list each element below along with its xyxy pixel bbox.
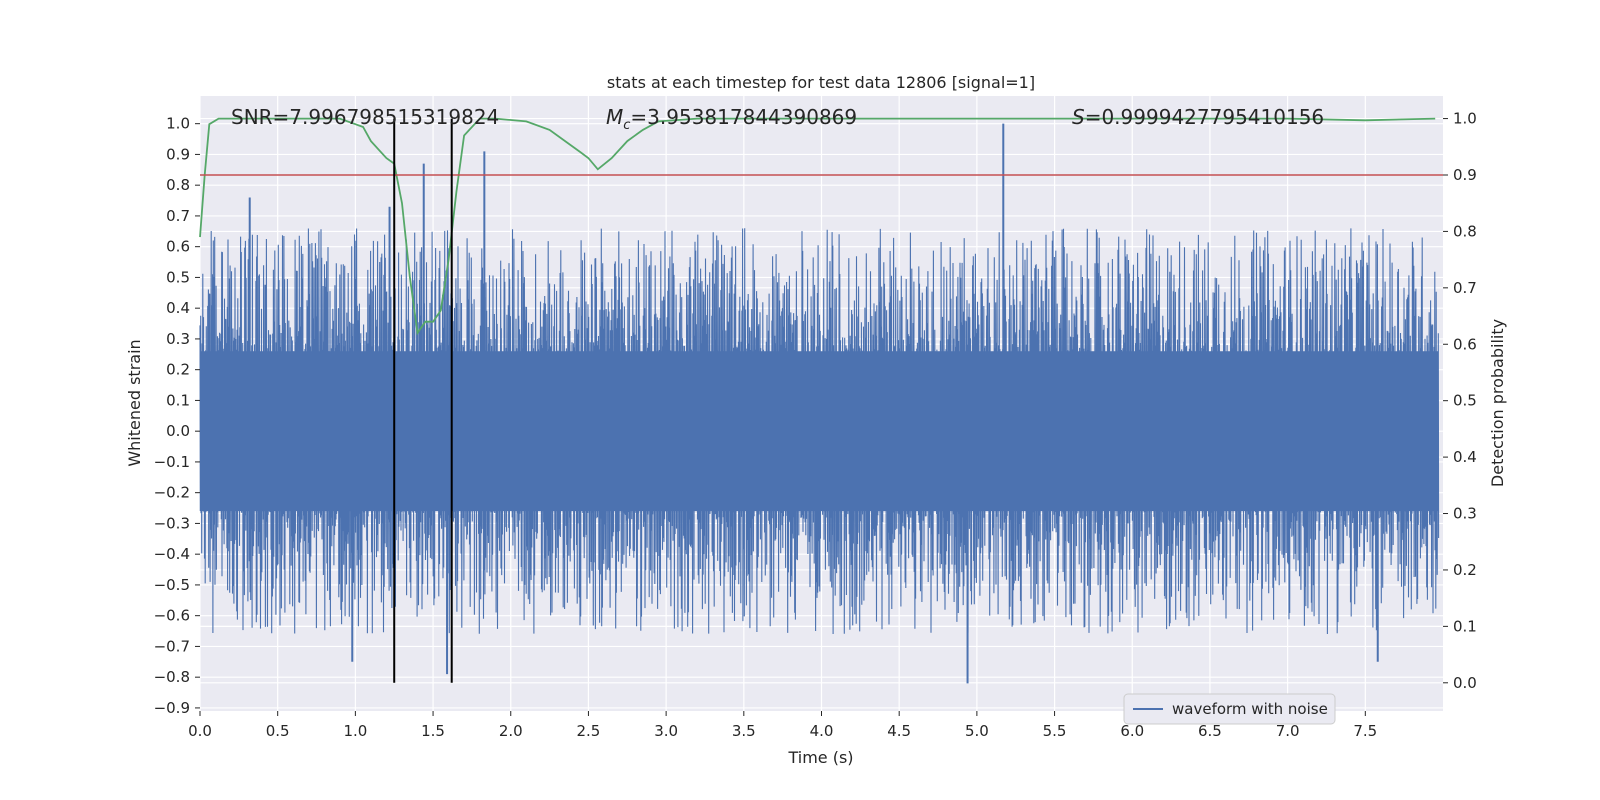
x-tick-label: 4.0: [810, 722, 834, 740]
chirp-mass-symbol: M: [606, 105, 623, 129]
y-tick-label: −0.6: [154, 607, 190, 625]
significance-value: =0.9999427795410156: [1085, 105, 1324, 129]
axes: 0.0 0.5 1.0 1.5 2.0 2.5 3.0 3.5 4.0 4.5 5.0 5.5 6.0 6…: [154, 110, 1477, 740]
x-tick-label: 3.5: [732, 722, 756, 740]
strain-series: [199, 123, 1440, 684]
chirp-mass-annotation: Mc=3.953817844390869: [606, 105, 857, 133]
y-tick-label: 0.8: [166, 176, 190, 194]
x-tick-label: 5.5: [1043, 722, 1067, 740]
y-tick-label: 0.0: [166, 422, 190, 440]
y2-tick-label: 0.0: [1453, 674, 1477, 692]
y2-axis-label: Detection probability: [1488, 319, 1507, 487]
x-tick-label: 7.5: [1353, 722, 1377, 740]
y-axis-label: Whitened strain: [125, 339, 144, 466]
y2-tick-label: 0.8: [1453, 222, 1477, 240]
y-tick-label: 0.2: [166, 361, 190, 379]
y2-tick-label: 0.6: [1453, 335, 1477, 353]
detection-probability-line: [199, 117, 1436, 336]
y-tick-label: 0.4: [166, 299, 190, 317]
chirp-mass-subscript: c: [623, 118, 630, 133]
y-tick-label: 0.9: [166, 145, 190, 163]
x-tick-label: 5.0: [965, 722, 989, 740]
y-tick-label: −0.5: [154, 576, 190, 594]
y-tick-label: −0.4: [154, 545, 190, 563]
y2-tick-label: 0.9: [1453, 166, 1477, 184]
chirp-mass-value: =3.953817844390869: [630, 105, 857, 129]
x-tick-label: 0.5: [266, 722, 290, 740]
x-tick-label: 0.0: [188, 722, 212, 740]
y2-tick-label: 0.5: [1453, 392, 1477, 410]
x-tick-label: 2.5: [577, 722, 601, 740]
x-tick-label: 7.0: [1276, 722, 1300, 740]
y2-tick-label: 0.7: [1453, 279, 1477, 297]
x-tick-label: 6.0: [1120, 722, 1144, 740]
y2-tick-label: 0.3: [1453, 505, 1477, 523]
x-tick-label: 2.0: [499, 722, 523, 740]
x-tick-label: 6.5: [1198, 722, 1222, 740]
y-tick-label: 0.1: [166, 391, 190, 409]
significance-annotation: S=0.9999427795410156: [1072, 105, 1324, 129]
x-tick-label: 1.0: [343, 722, 367, 740]
x-tick-label: 4.5: [887, 722, 911, 740]
y-tick-label: 0.3: [166, 330, 190, 348]
y-tick-label: −0.1: [154, 453, 190, 471]
y-tick-label: −0.9: [154, 699, 190, 717]
legend: waveform with noise: [1123, 693, 1336, 725]
x-tick-label: 3.0: [654, 722, 678, 740]
y-tick-label: −0.3: [154, 514, 190, 532]
y-tick-label: 0.6: [166, 238, 190, 256]
y2-tick-label: 0.2: [1453, 561, 1477, 579]
y-tick-label: −0.8: [154, 668, 190, 686]
snr-annotation: SNR=7.996798515319824: [231, 105, 499, 129]
x-tick-label: 1.5: [421, 722, 445, 740]
legend-box: [1123, 693, 1336, 725]
y2-tick-label: 0.4: [1453, 448, 1477, 466]
y-tick-label: 0.5: [166, 268, 190, 286]
waveform-core-band: [200, 351, 1439, 512]
y-tick-label: −0.7: [154, 637, 190, 655]
legend-label: waveform with noise: [1172, 700, 1328, 718]
y-tick-label: 0.7: [166, 207, 190, 225]
significance-symbol: S: [1072, 105, 1085, 129]
y-tick-label: 1.0: [166, 115, 190, 133]
y2-tick-label: 1.0: [1453, 110, 1477, 128]
x-axis-label: Time (s): [787, 748, 853, 767]
chart-title: stats at each timestep for test data 128…: [607, 73, 1035, 92]
y2-tick-label: 0.1: [1453, 617, 1477, 635]
y-tick-label: −0.2: [154, 484, 190, 502]
probability-series: [199, 117, 1443, 683]
